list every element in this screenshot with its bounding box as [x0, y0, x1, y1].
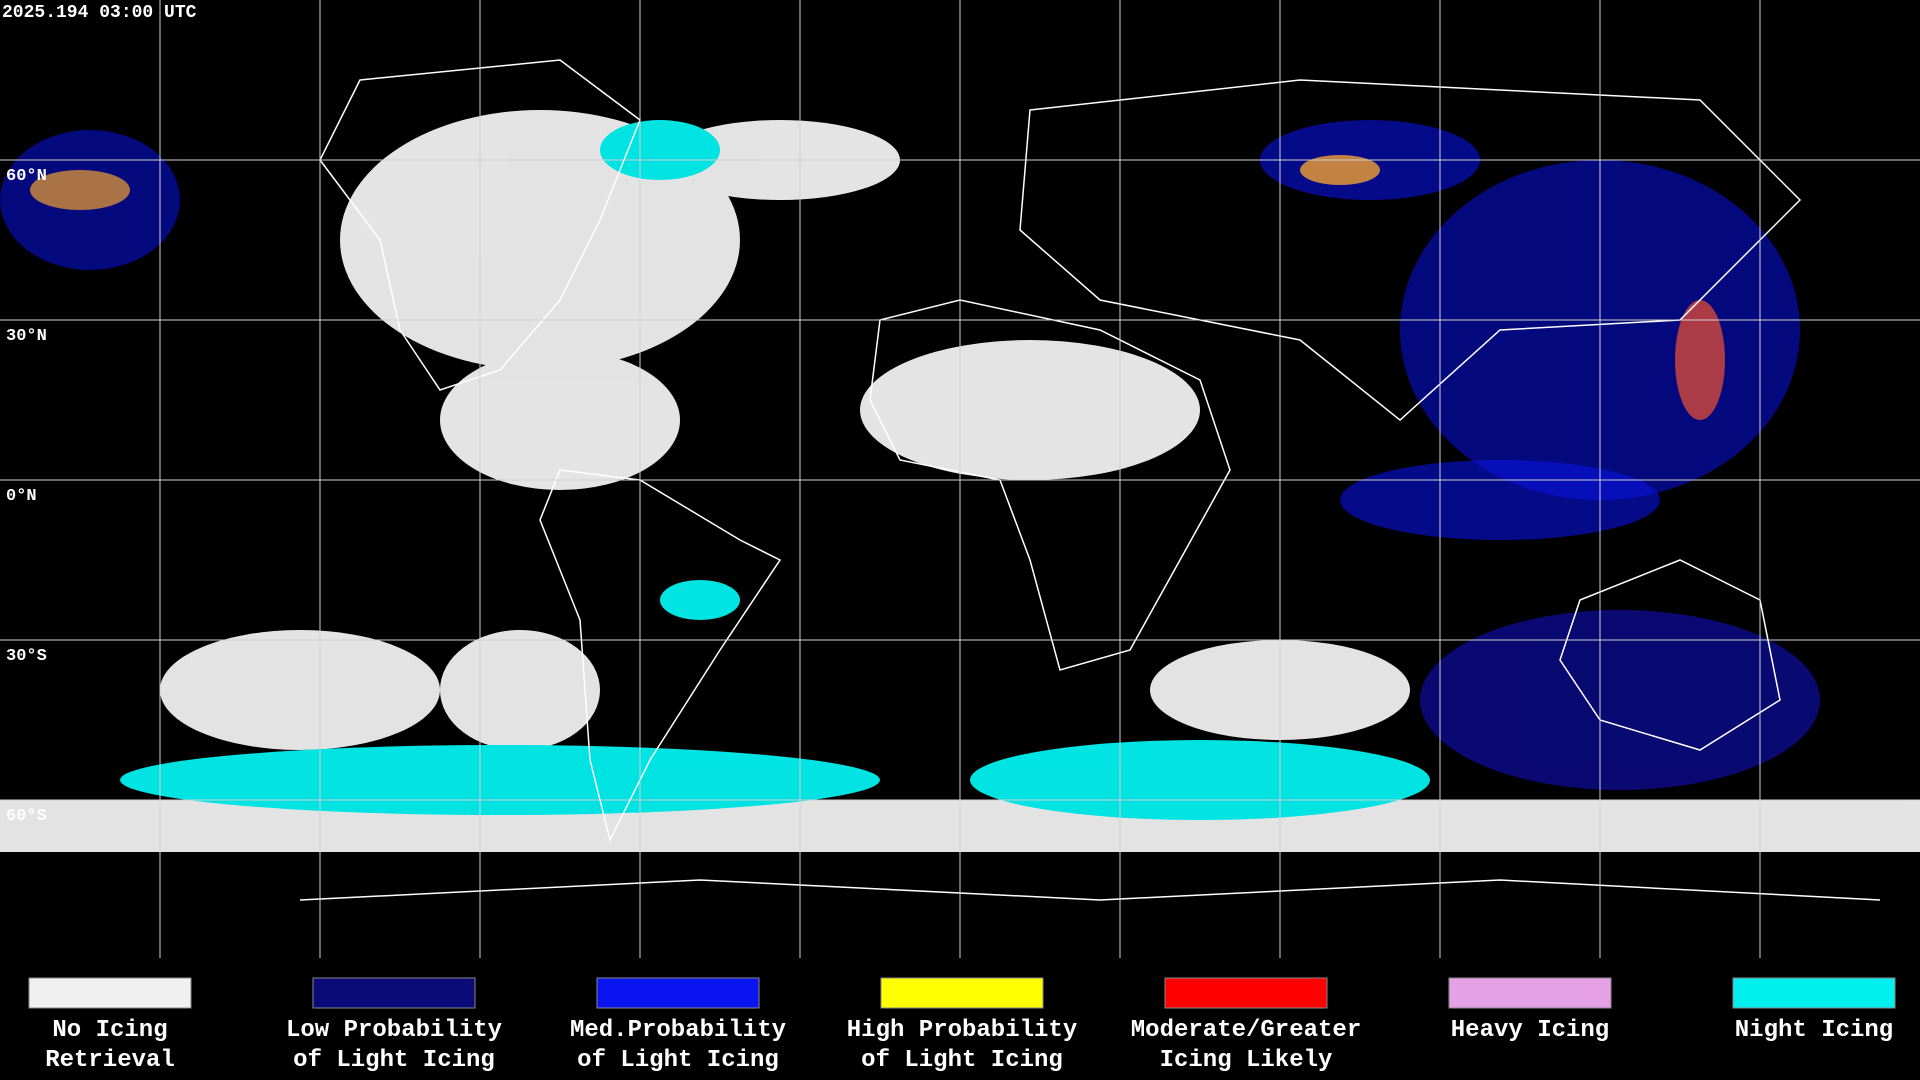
legend-swatch — [880, 977, 1044, 1009]
legend-label: No Icing — [52, 1017, 167, 1044]
cloud-area — [160, 630, 440, 750]
legend-label: of Light Icing — [293, 1047, 495, 1074]
cloud-area — [120, 745, 880, 815]
graticule — [0, 0, 1920, 958]
latitude-label: 30°S — [6, 647, 47, 666]
legend-label: Moderate/Greater — [1131, 1017, 1361, 1044]
icing-area — [1340, 460, 1660, 540]
cloud-area — [440, 630, 600, 750]
cloud-area — [860, 340, 1200, 480]
legend-label: Night Icing — [1735, 1017, 1893, 1044]
legend-swatch — [1448, 977, 1612, 1009]
timestamp: 2025.194 03:00 UTC — [2, 3, 197, 23]
legend-label: Icing Likely — [1160, 1047, 1333, 1074]
legend-swatch — [596, 977, 760, 1009]
legend-label: Low Probability — [286, 1017, 502, 1044]
coastline — [1019, 79, 1802, 421]
legend-label: Med.Probability — [570, 1017, 786, 1044]
coastlines — [299, 59, 1881, 901]
coastline — [539, 469, 782, 843]
coastline — [869, 299, 1231, 671]
legend-swatch — [1164, 977, 1328, 1009]
cloud-area — [440, 350, 680, 490]
legend-label: of Light Icing — [577, 1047, 779, 1074]
latitude-label: 0°N — [6, 487, 37, 506]
map: 60°N 30°N 0°N 30°S 60°S 2025.194 03:00 UTC — [0, 0, 1920, 958]
latitude-label: 60°S — [6, 807, 47, 826]
cloud-area — [660, 580, 740, 620]
icing-area — [30, 170, 130, 210]
latitude-label: 30°N — [6, 327, 47, 346]
legend-label: Heavy Icing — [1451, 1017, 1609, 1044]
icing-area — [1300, 155, 1380, 185]
legend: No Icing Retrieval Low Probability of Light… — [28, 977, 1896, 1074]
coastline — [1559, 559, 1781, 751]
coastline — [299, 879, 1881, 901]
legend-swatch — [28, 977, 192, 1009]
icing-area — [1420, 610, 1820, 790]
latitude-label: 60°N — [6, 167, 47, 186]
legend-label: of Light Icing — [861, 1047, 1063, 1074]
legend-swatch — [312, 977, 476, 1009]
legend-label: High Probability — [847, 1017, 1077, 1044]
legend-label: Retrieval — [45, 1047, 175, 1074]
icing-area — [1675, 300, 1725, 420]
legend-swatch — [1732, 977, 1896, 1009]
latitude-labels: 60°N 30°N 0°N 30°S 60°S — [6, 167, 47, 826]
cloud-area — [970, 740, 1430, 820]
coastline — [319, 59, 641, 391]
cloud-area — [600, 120, 720, 180]
